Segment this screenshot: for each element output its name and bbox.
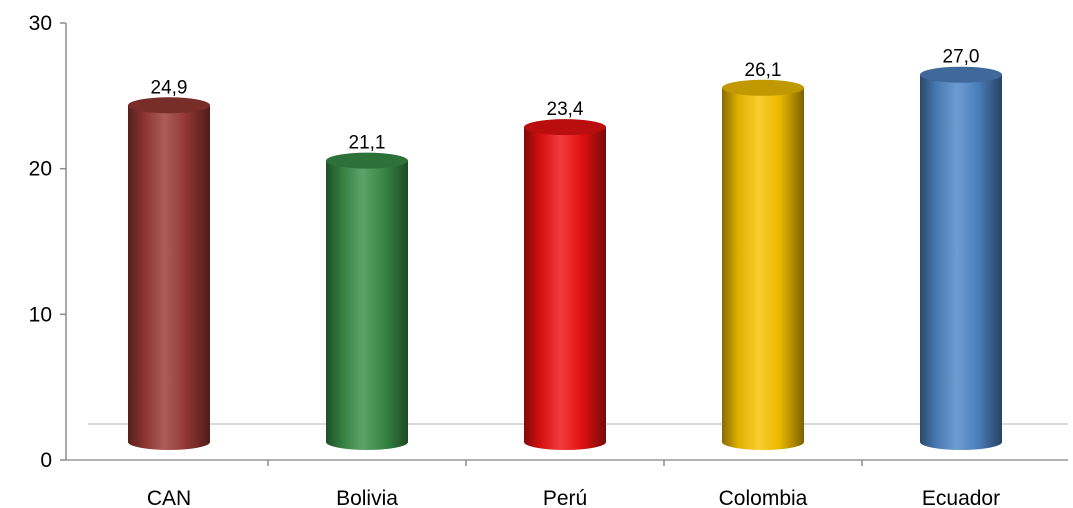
bar-colombia bbox=[722, 79, 804, 450]
bar-top bbox=[920, 66, 1002, 83]
y-tick-label: 0 bbox=[40, 449, 52, 472]
bar-ecuador bbox=[920, 66, 1002, 450]
bar-can bbox=[128, 97, 210, 450]
data-label: 27,0 bbox=[943, 47, 980, 68]
bar-body bbox=[722, 87, 804, 450]
bar-per- bbox=[524, 119, 606, 450]
x-tick-label: Colombia bbox=[719, 487, 808, 508]
x-tick-label: CAN bbox=[147, 487, 191, 508]
bar-bolivia bbox=[326, 152, 408, 451]
bar-body bbox=[920, 74, 1002, 450]
bar-top bbox=[326, 152, 408, 169]
y-tick-label: 30 bbox=[29, 12, 52, 35]
labels: 0 10 20 30 24,9 CAN 21,1 Bolivia 23,4 Perú 26,1 Col… bbox=[29, 12, 1000, 508]
data-label: 24,9 bbox=[151, 77, 188, 98]
bar-top bbox=[128, 97, 210, 114]
x-tick-label: Ecuador bbox=[922, 487, 1000, 508]
data-label: 26,1 bbox=[745, 60, 782, 81]
bar-body bbox=[128, 105, 210, 450]
bars bbox=[128, 66, 1002, 451]
x-tick-label: Perú bbox=[543, 487, 587, 508]
y-tick-label: 10 bbox=[29, 303, 52, 326]
bar-top bbox=[524, 119, 606, 136]
bar-body bbox=[524, 127, 606, 450]
data-label: 23,4 bbox=[547, 99, 584, 120]
y-tick-label: 20 bbox=[29, 158, 52, 181]
data-label: 21,1 bbox=[349, 133, 386, 154]
bar-body bbox=[326, 160, 408, 451]
axes bbox=[60, 22, 863, 466]
bar-top bbox=[722, 79, 804, 96]
x-tick-label: Bolivia bbox=[336, 487, 398, 508]
